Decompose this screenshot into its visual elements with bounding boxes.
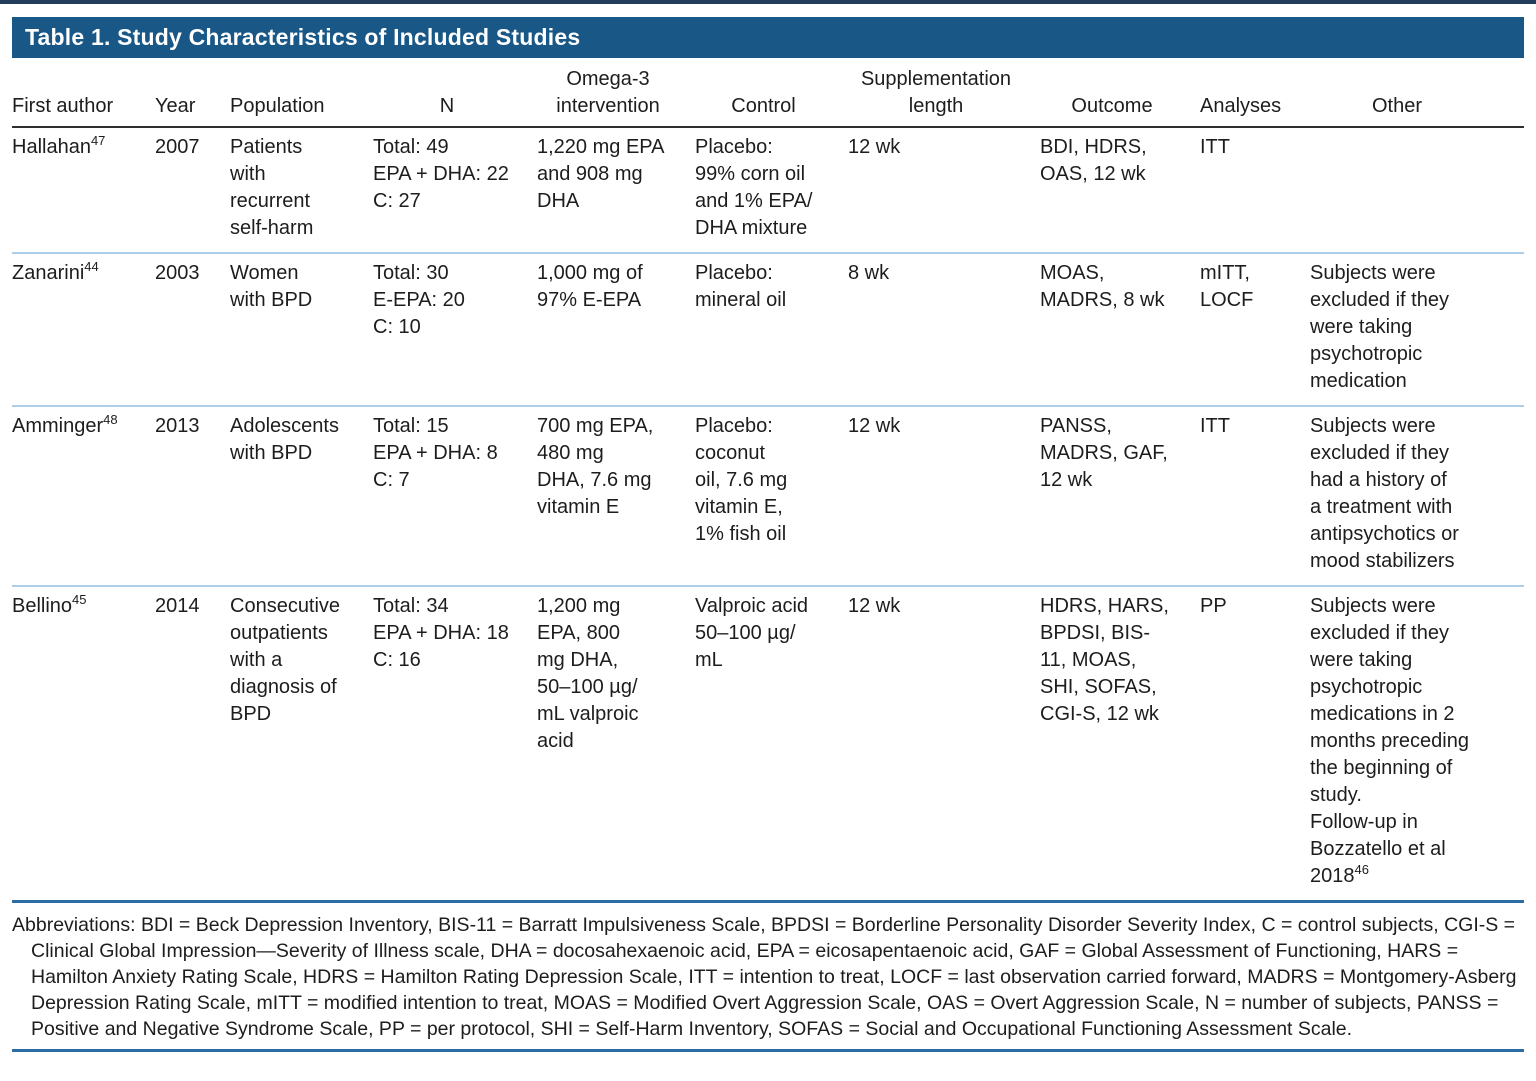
column-header-omega3-intervention: Omega-3 intervention xyxy=(556,68,660,117)
table-row-hallahan: Hallahan47 2007 Patients with recurrent … xyxy=(12,128,1524,254)
analyses-cell: ITT xyxy=(1200,136,1230,158)
year-cell: 2014 xyxy=(155,595,200,617)
author-cell: Hallahan47 xyxy=(12,134,155,242)
omega3-intervention-cell: 1,220 mg EPA and 908 mg DHA xyxy=(537,136,665,212)
table-row-zanarini: Zanarini44 2003 Women with BPD Total: 30… xyxy=(12,254,1524,407)
author-name: Zanarini xyxy=(12,262,85,284)
year-cell: 2003 xyxy=(155,262,200,284)
outcome-cell: HDRS, HARS, BPDSI, BIS- 11, MOAS, SHI, S… xyxy=(1040,595,1169,725)
control-cell: Placebo: 99% corn oil and 1% EPA/ DHA mi… xyxy=(695,136,813,239)
column-header-year: Year xyxy=(155,95,196,117)
column-header-first-author: First author xyxy=(12,95,114,117)
other-cell: Subjects were excluded if they were taki… xyxy=(1310,260,1524,395)
control-cell: Valproic acid 50–100 µg/ mL xyxy=(695,595,809,671)
column-header-control: Control xyxy=(731,95,796,117)
omega3-intervention-cell: 1,200 mg EPA, 800 mg DHA, 50–100 µg/ mL … xyxy=(537,595,639,752)
n-cell: Total: 30 E-EPA: 20 C: 10 xyxy=(373,262,465,338)
column-header-n: N xyxy=(439,95,455,117)
abbreviations-footnote: Abbreviations: BDI = Beck Depression Inv… xyxy=(12,912,1524,1052)
outcome-cell: BDI, HDRS, OAS, 12 wk xyxy=(1040,136,1147,185)
population-cell: Adolescents with BPD xyxy=(230,415,339,464)
table-header-row: First author Year Population N Omega-3 i… xyxy=(12,58,1524,128)
supplementation-length-cell: 12 wk xyxy=(848,595,901,617)
author-reference-superscript: 44 xyxy=(84,259,99,274)
supplementation-length-cell: 12 wk xyxy=(848,415,901,437)
other-text: Subjects were excluded if they were taki… xyxy=(1310,262,1449,392)
page-top-rule xyxy=(0,0,1536,4)
table-title-bar: Table 1. Study Characteristics of Includ… xyxy=(12,17,1524,58)
table-title: Table 1. Study Characteristics of Includ… xyxy=(25,24,581,50)
other-text: Subjects were excluded if they had a his… xyxy=(1310,415,1459,572)
author-reference-superscript: 45 xyxy=(72,592,87,607)
n-cell: Total: 34 EPA + DHA: 18 C: 16 xyxy=(373,595,509,671)
author-cell: Amminger48 xyxy=(12,413,155,575)
other-cell xyxy=(1310,134,1524,242)
n-cell: Total: 15 EPA + DHA: 8 C: 7 xyxy=(373,415,498,491)
control-cell: Placebo: mineral oil xyxy=(695,262,787,311)
supplementation-length-cell: 8 wk xyxy=(848,262,890,284)
population-cell: Patients with recurrent self-harm xyxy=(230,136,314,239)
author-name: Amminger xyxy=(12,415,104,437)
column-header-population: Population xyxy=(230,95,325,117)
study-characteristics-table: First author Year Population N Omega-3 i… xyxy=(12,58,1524,903)
year-cell: 2007 xyxy=(155,136,200,158)
outcome-cell: PANSS, MADRS, GAF, 12 wk xyxy=(1040,415,1168,491)
year-cell: 2013 xyxy=(155,415,200,437)
other-reference-superscript: 46 xyxy=(1354,862,1369,877)
column-header-analyses: Analyses xyxy=(1200,95,1282,117)
author-name: Bellino xyxy=(12,595,73,617)
control-cell: Placebo: coconut oil, 7.6 mg vitamin E, … xyxy=(695,415,788,545)
population-cell: Consecutive outpatients with a diagnosis… xyxy=(230,595,341,725)
population-cell: Women with BPD xyxy=(230,262,313,311)
analyses-cell: mITT, LOCF xyxy=(1200,262,1254,311)
other-text: Subjects were excluded if they were taki… xyxy=(1310,595,1469,887)
outcome-cell: MOAS, MADRS, 8 wk xyxy=(1040,262,1165,311)
analyses-cell: ITT xyxy=(1200,415,1230,437)
author-cell: Bellino45 xyxy=(12,593,155,890)
n-cell: Total: 49 EPA + DHA: 22 C: 27 xyxy=(373,136,509,212)
column-header-other: Other xyxy=(1371,95,1423,117)
omega3-intervention-cell: 1,000 mg of 97% E-EPA xyxy=(537,262,643,311)
column-header-outcome: Outcome xyxy=(1071,95,1153,117)
author-reference-superscript: 48 xyxy=(103,412,118,427)
table-row-amminger: Amminger48 2013 Adolescents with BPD Tot… xyxy=(12,407,1524,587)
supplementation-length-cell: 12 wk xyxy=(848,136,901,158)
author-name: Hallahan xyxy=(12,136,91,158)
other-cell: Subjects were excluded if they had a his… xyxy=(1310,413,1524,575)
table-row-bellino: Bellino45 2014 Consecutive outpatients w… xyxy=(12,587,1524,903)
other-cell: Subjects were excluded if they were taki… xyxy=(1310,593,1524,890)
author-cell: Zanarini44 xyxy=(12,260,155,395)
omega3-intervention-cell: 700 mg EPA, 480 mg DHA, 7.6 mg vitamin E xyxy=(537,415,654,518)
author-reference-superscript: 47 xyxy=(90,133,106,148)
column-header-supplementation-length: Supplementation length xyxy=(860,68,1012,117)
analyses-cell: PP xyxy=(1200,595,1227,617)
